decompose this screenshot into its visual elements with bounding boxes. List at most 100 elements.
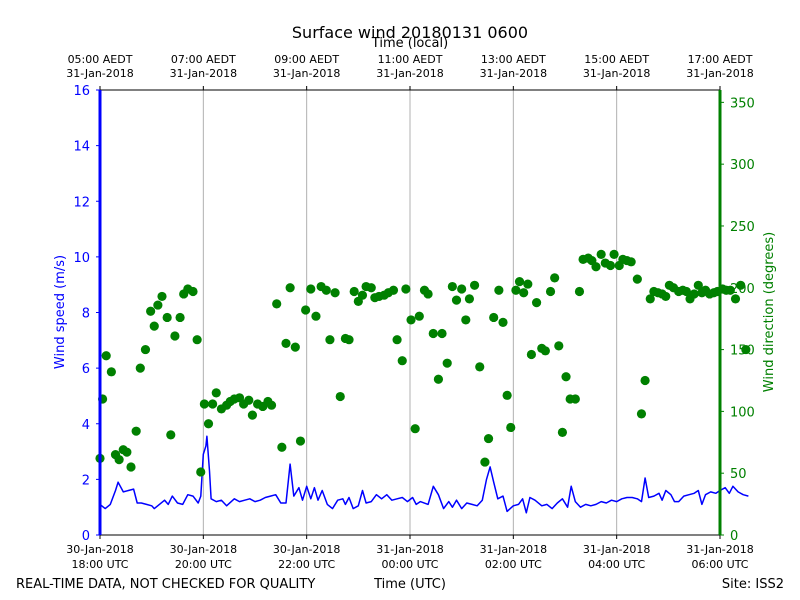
wind-direction-point [149,321,159,331]
wind-direction-point [392,335,402,345]
y-left-tick-label: 12 [73,195,90,210]
wind-direction-point [101,351,111,361]
wind-speed-line [99,435,749,514]
plot-frame [98,89,722,536]
wind-direction-series [95,249,751,477]
left-axis-label: Wind speed (m/s) [53,255,68,369]
x-tick-time: 20:00 UTC [175,558,232,571]
wind-direction-point [199,399,209,409]
y-left-tick-label: 0 [82,529,90,544]
wind-direction-point [540,346,550,356]
wind-direction-point [162,312,172,323]
x-tick-date: 31-Jan-2018 [686,543,754,556]
wind-direction-point [591,262,601,272]
wind-direction-point [414,311,424,321]
x-tick-time: 04:00 UTC [588,558,645,571]
wind-direction-point [469,280,480,290]
x-tick-date: 30-Jan-2018 [273,543,341,556]
right-axis-label: Wind direction (degrees) [762,232,777,392]
wind-direction-point [295,436,306,446]
wind-direction-point [489,312,499,323]
wind-direction-point [457,284,467,294]
wind-direction-point [561,372,571,382]
wind-direction-point [632,274,642,284]
wind-direction-point [506,422,516,433]
y-left-tick-label: 6 [82,362,90,377]
wind-direction-point [203,419,214,429]
wind-direction-point [153,300,163,310]
bottom-axis-label: Time (UTC) [373,577,446,592]
y-right-tick-label: 50 [730,467,747,482]
wind-direction-point [693,280,703,290]
y-left-tick-label: 4 [82,418,90,433]
wind-direction-point [146,306,156,316]
wind-direction-point [406,315,416,325]
top-tick-date: 31-Jan-2018 [170,67,238,80]
top-tick-date: 31-Jan-2018 [480,67,548,80]
top-tick-time: 15:00 AEDT [584,53,649,66]
wind-direction-point [211,388,221,398]
top-tick-time: 05:00 AEDT [68,53,133,66]
wind-direction-point [325,335,335,345]
y-right-tick-label: 250 [730,220,755,235]
x-tick-time: 06:00 UTC [691,558,748,571]
wind-direction-point [388,285,399,295]
wind-direction-point [523,279,533,289]
wind-direction-point [689,289,699,299]
wind-direction-point [526,349,537,360]
wind-direction-point [357,290,368,300]
wind-direction-point [626,257,636,267]
wind-direction-point [196,467,206,477]
wind-direction-point [285,283,295,293]
wind-direction-point [114,454,124,465]
wind-direction-point [135,363,145,373]
top-tick-time: 17:00 AEDT [688,53,753,66]
wind-direction-point [550,273,560,283]
wind-direction-point [494,285,504,295]
wind-direction-point [188,286,198,297]
wind-direction-point [554,341,564,351]
y-left-tick-label: 2 [82,473,90,488]
y-left-tick-label: 8 [82,307,90,322]
wind-direction-point [131,426,141,436]
x-tick-date: 30-Jan-2018 [170,543,238,556]
wind-direction-point [321,285,331,295]
wind-direction-point [511,285,521,295]
wind-direction-point [157,291,167,302]
wind-direction-point [247,410,258,420]
wind-direction-point [640,375,650,386]
wind-direction-point [410,424,420,434]
wind-direction-point [596,249,606,260]
wind-direction-point [175,312,185,323]
wind-direction-point [306,284,316,294]
wind-direction-point [736,280,746,290]
wind-direction-point [480,457,490,467]
wind-direction-point [519,288,529,298]
wind-direction-point [557,427,568,438]
wind-direction-point [244,395,254,405]
x-tick-date: 31-Jan-2018 [480,543,548,556]
top-tick-date: 31-Jan-2018 [583,67,651,80]
wind-direction-point [428,328,438,339]
wind-direction-point [281,338,291,349]
wind-direction-point [106,367,116,377]
wind-direction-point [366,283,376,293]
wind-direction-point [605,260,616,271]
wind-direction-point [272,299,282,309]
wind-direction-point [277,442,287,452]
y-right-tick-label: 100 [730,405,755,420]
wind-direction-point [266,400,277,410]
wind-direction-point [349,286,359,297]
wind-direction-point [461,315,471,325]
top-tick-time: 07:00 AEDT [171,53,236,66]
top-axis-label: Time (local) [371,36,448,51]
y-right-tick-label: 350 [730,96,755,111]
y-left-tick-label: 16 [73,84,90,99]
wind-direction-point [290,342,300,352]
wind-direction-point [574,286,585,297]
top-tick-date: 31-Jan-2018 [66,67,134,80]
wind-direction-point [545,286,556,297]
top-tick-time: 13:00 AEDT [481,53,546,66]
wind-direction-point [451,295,462,305]
